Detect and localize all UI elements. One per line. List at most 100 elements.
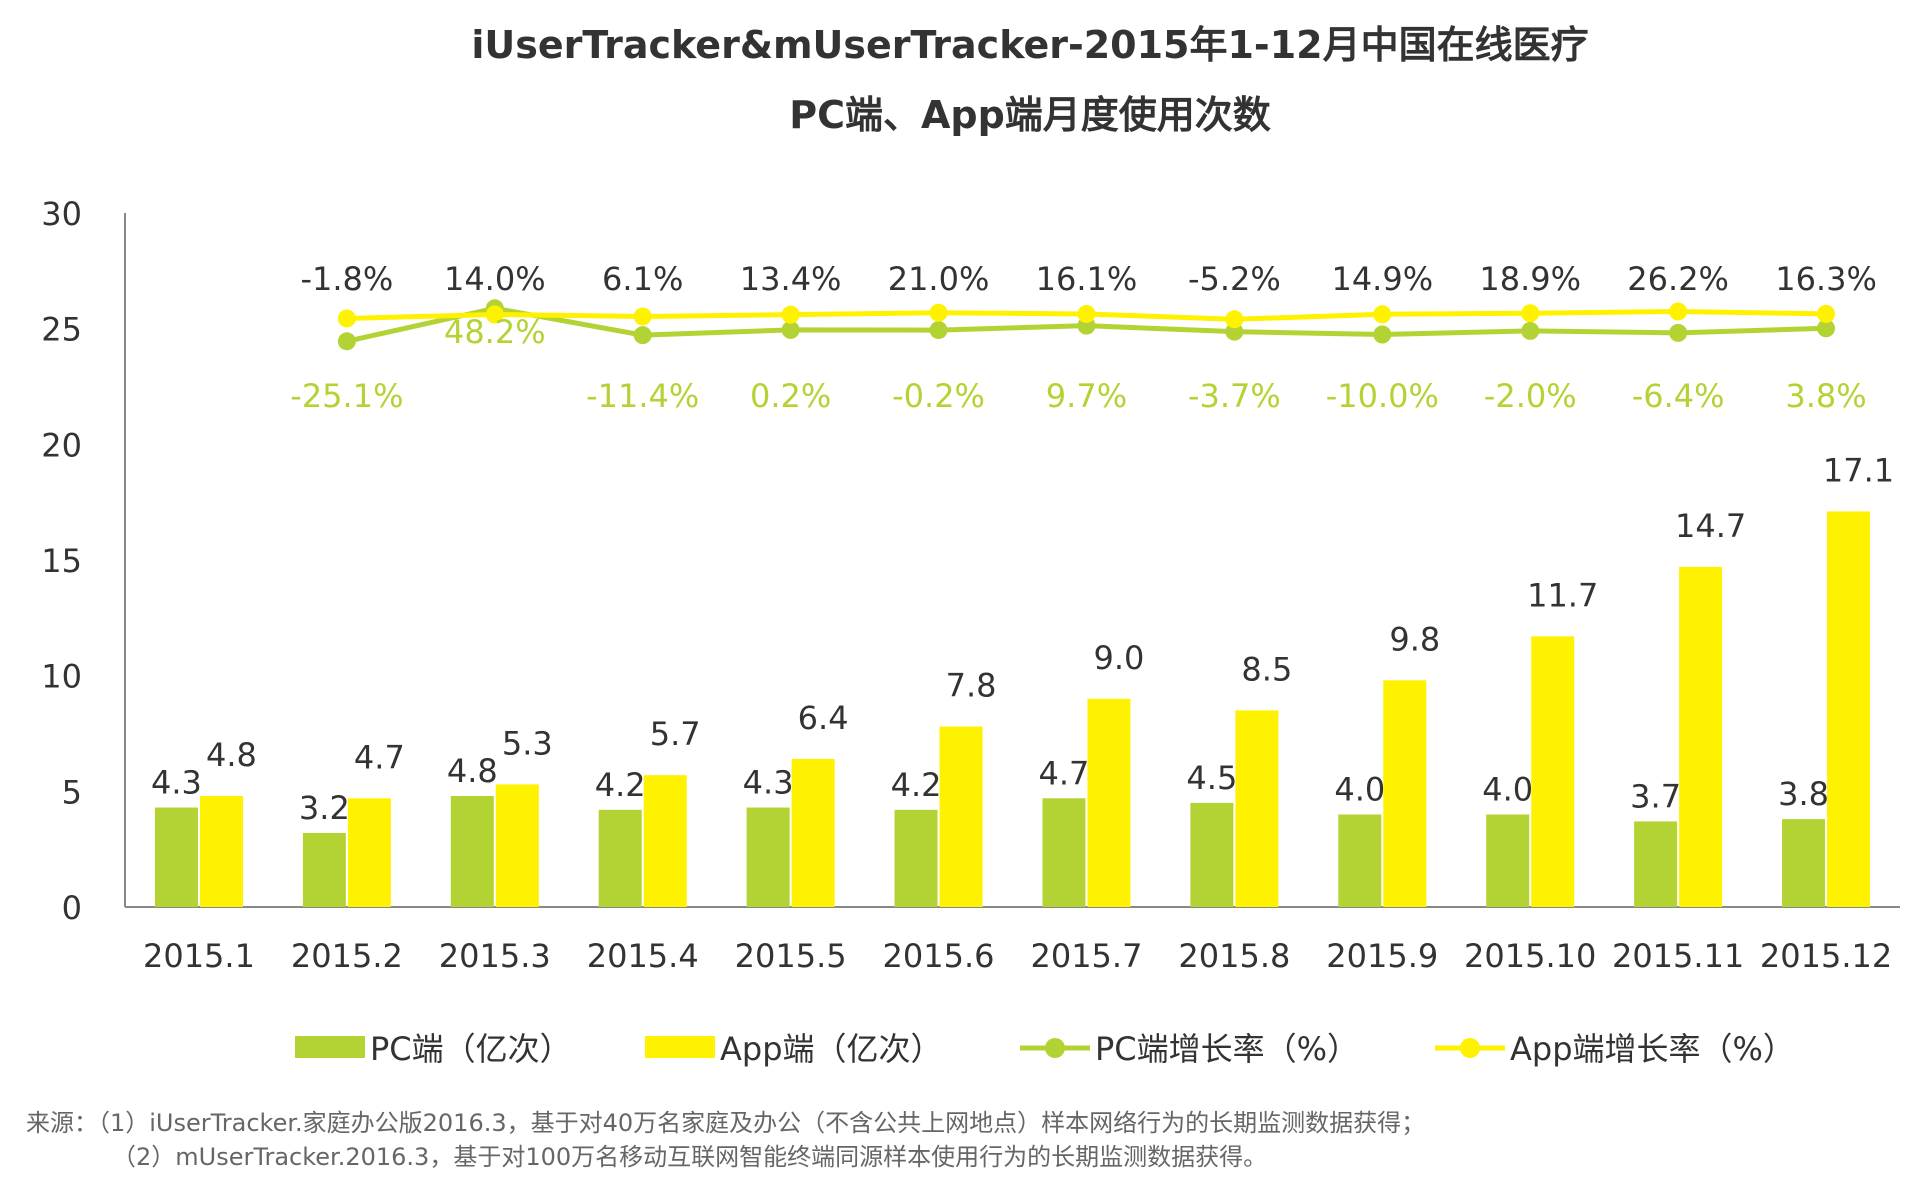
app-growth-point [929,303,948,322]
x-tick-label: 2015.6 [883,937,995,975]
pc-growth-point [1817,319,1836,338]
bar-pc-label: 3.7 [1630,777,1681,815]
x-tick-label: 2015.12 [1760,937,1892,975]
x-tick-label: 2015.3 [439,937,551,975]
y-tick-label: 5 [62,773,82,811]
bar-app [199,795,243,907]
y-tick-label: 10 [41,658,82,696]
app-growth-label: 21.0% [888,260,990,298]
app-growth-point [1817,304,1836,323]
x-tick-label: 2015.11 [1612,937,1744,975]
bar-app [1087,698,1131,907]
bar-pc-label: 4.5 [1186,759,1237,797]
app-growth-point [1669,302,1688,321]
bar-pc [894,809,938,907]
app-growth-point [781,305,800,324]
bar-app-label: 7.8 [946,667,997,705]
bar-pc-label: 4.3 [151,764,202,802]
bar-app [643,775,687,907]
bar-app-label: 17.1 [1823,451,1894,489]
bar-app [347,798,391,907]
bar-app-label: 9.8 [1389,620,1440,658]
pc-growth-point [1225,322,1244,341]
bar-app [939,726,983,907]
app-growth-label: -5.2% [1188,260,1281,298]
bar-pc-label: 4.7 [1039,754,1090,792]
pc-growth-label: -0.2% [892,377,985,415]
bar-app-label: 8.5 [1241,650,1292,688]
bar-pc [1042,798,1086,907]
app-growth-point [1225,310,1244,329]
bar-app-label: 4.7 [354,738,405,776]
x-tick-label: 2015.7 [1030,937,1142,975]
pc-growth-label: 9.7% [1046,377,1127,415]
bar-app [1531,636,1575,907]
bar-app-label: 5.3 [502,724,553,762]
pc-growth-label: -2.0% [1484,377,1577,415]
x-tick-label: 2015.4 [587,937,699,975]
plot-area: 0 5 10 15 20 25 30 2015.1 2015.2 2015.3 2015.4 2015… [41,195,1900,975]
bar-pc-label: 4.2 [595,766,646,804]
pc-growth-label: -10.0% [1326,377,1439,415]
legend-marker [1460,1038,1480,1058]
app-growth-label: 14.9% [1331,260,1433,298]
x-tick-label: 2015.10 [1464,937,1596,975]
app-growth-point [485,305,504,324]
pc-growth-label: 0.2% [750,377,831,415]
x-tick-label: 2015.1 [143,937,255,975]
pc-growth-point [1669,323,1688,342]
app-growth-point [633,307,652,326]
pc-growth-point [1373,325,1392,344]
bar-pc [1634,821,1678,907]
chart-title-line1: iUserTracker&mUserTracker-2015年1-12月中国在线… [471,23,1588,67]
source-note-line2: （2）mUserTracker.2016.3，基于对100万名移动互联网智能终端… [112,1143,1268,1171]
app-growth-point [337,309,356,328]
bar-pc [1486,814,1530,907]
x-tick-label: 2015.8 [1178,937,1290,975]
app-growth-label: 6.1% [602,260,683,298]
bar-app [495,784,539,907]
x-tick-label: 2015.2 [291,937,403,975]
pc-growth-label: -11.4% [586,377,699,415]
bar-app-label: 6.4 [798,699,849,737]
y-tick-label: 0 [62,889,82,927]
app-growth-label: 18.9% [1479,260,1581,298]
y-tick-label: 25 [41,311,82,349]
legend-swatch [295,1036,365,1058]
bar-app [1679,566,1723,907]
bar-app-label: 9.0 [1094,639,1145,677]
pc-growth-point [1521,321,1540,340]
chart-title-line2: PC端、App端月度使用次数 [789,93,1271,137]
pc-growth-label: 48.2% [444,313,546,351]
legend-label: PC端增长率（%） [1095,1030,1359,1068]
bar-pc [598,809,642,907]
bar-app [1235,710,1279,907]
bar-pc [1782,819,1826,907]
source-note-line1: 来源：（1）iUserTracker.家庭办公版2016.3，基于对40万名家庭… [26,1109,1426,1137]
y-tick-label: 30 [41,195,82,233]
bar-app-label: 5.7 [650,715,701,753]
pc-growth-point [337,332,356,351]
app-growth-label: 16.3% [1775,260,1877,298]
x-tick-label: 2015.9 [1326,937,1438,975]
bar-pc-label: 4.0 [1482,770,1533,808]
legend-label: App端（亿次） [720,1030,943,1068]
bar-app-label: 4.8 [206,736,257,774]
bar-app [1383,680,1427,907]
app-growth-label: -1.8% [300,260,393,298]
pc-growth-point [781,320,800,339]
bar-pc [1338,814,1382,907]
bar-pc-label: 3.8 [1778,775,1829,813]
bar-pc-label: 4.0 [1334,770,1385,808]
app-growth-label: 26.2% [1627,260,1729,298]
legend-swatch [645,1036,715,1058]
y-tick-label: 15 [41,542,82,580]
bar-app-label: 14.7 [1675,507,1746,545]
pc-growth-label: 3.8% [1785,377,1866,415]
pc-growth-label: -6.4% [1632,377,1725,415]
app-growth-label: 14.0% [444,260,546,298]
bar-pc-label: 4.2 [891,766,942,804]
pc-growth-label: -3.7% [1188,377,1281,415]
bar-pc-label: 3.2 [299,789,350,827]
